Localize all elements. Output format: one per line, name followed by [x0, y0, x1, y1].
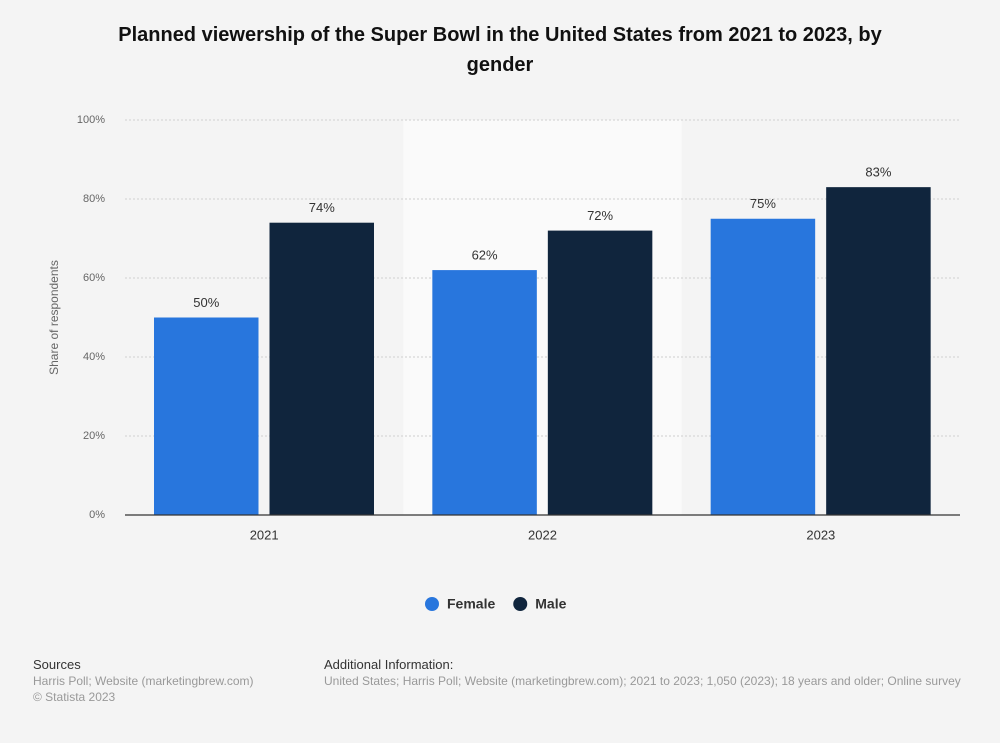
bar	[269, 222, 374, 515]
y-tick-label: 80%	[83, 193, 105, 205]
chart-title: Planned viewership of the Super Bowl in …	[118, 24, 882, 76]
info-text: United States; Harris Poll; Website (mar…	[324, 674, 961, 688]
sources-title: Sources	[33, 657, 81, 672]
legend-marker	[513, 597, 528, 611]
sources-text[interactable]: Harris Poll; Website (marketingbrew.com)	[33, 674, 254, 688]
x-tick-label: 2021	[250, 527, 279, 542]
y-tick-label: 20%	[83, 430, 105, 442]
data-label: 62%	[472, 248, 498, 263]
data-label: 74%	[309, 200, 335, 215]
y-tick-label: 100%	[77, 114, 105, 126]
x-tick-label: 2022	[528, 527, 557, 542]
y-tick-label: 40%	[83, 351, 105, 363]
data-label: 75%	[750, 196, 776, 211]
data-label: 83%	[865, 165, 891, 180]
bar	[826, 187, 931, 515]
bar	[154, 317, 259, 515]
y-tick-label: 0%	[89, 509, 105, 521]
info-title: Additional Information:	[324, 657, 454, 672]
info-block: Additional Information: United States; H…	[324, 657, 961, 689]
bar	[547, 230, 653, 515]
bar	[710, 218, 816, 515]
data-label: 50%	[193, 295, 219, 310]
legend-marker	[425, 597, 439, 611]
chart: 0% 20% 40% 60% 80% 100% Share of respondents 20…	[47, 114, 960, 612]
bar	[432, 270, 537, 515]
sources-block: Sources Harris Poll; Website (marketingb…	[33, 657, 254, 705]
copyright: © Statista 2023	[33, 690, 116, 704]
data-label: 72%	[587, 208, 613, 223]
y-axis-label: Share of respondents	[47, 260, 61, 375]
legend-label[interactable]: Male	[535, 596, 566, 612]
y-tick-label: 60%	[83, 272, 105, 284]
x-tick-label: 2023	[806, 527, 835, 542]
legend-label[interactable]: Female	[447, 596, 495, 612]
